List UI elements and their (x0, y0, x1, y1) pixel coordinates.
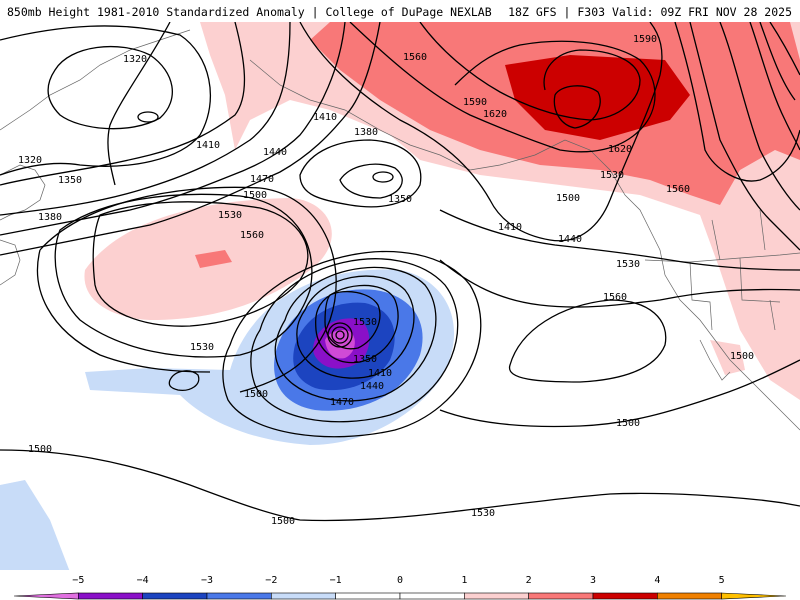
contour-label: 1320 (123, 54, 147, 65)
contour-label: 1500 (730, 351, 754, 362)
contour-label: 1530 (190, 342, 214, 353)
contour-label: 1560 (603, 292, 627, 303)
contour-label: 1350 (58, 175, 82, 186)
contour-label: 1590 (463, 97, 487, 108)
contour-label: 1530 (616, 259, 640, 270)
contour-label: 1530 (353, 317, 377, 328)
model-run-info: 18Z GFS | F303 Valid: 09Z FRI NOV 28 202… (508, 5, 792, 19)
contour-label: 1470 (250, 174, 274, 185)
contour-label: 1500 (243, 190, 267, 201)
anomaly-map: 1320 1320 1350 1380 1410 1410 1380 1350 1440 1470… (0, 22, 800, 570)
height-contours (0, 22, 800, 522)
colorbar-tick-label: −5 (72, 575, 85, 586)
anomaly-pos2-small (195, 250, 232, 268)
colorbar-segment (13, 592, 79, 600)
contour-label: 1500 (271, 516, 295, 527)
contour-labels: 1320 1320 1350 1380 1410 1410 1380 1350 1440 1470… (18, 34, 754, 527)
contour-label: 1590 (633, 34, 657, 45)
contour-label: 1440 (360, 381, 384, 392)
contour-label: 1410 (313, 112, 337, 123)
negative-anomaly-shading (0, 269, 455, 570)
colorbar-segment (721, 592, 787, 600)
colorbar-tick-label: 3 (589, 575, 597, 586)
colorbar-tick-labels: −5 −4 −3 −2 −1 0 1 2 3 4 5 (0, 575, 800, 589)
colorbar-segment (142, 592, 208, 600)
contour-label: 1500 (28, 444, 52, 455)
contour-label: 1350 (353, 354, 377, 365)
colorbar-segment (528, 592, 594, 600)
contour-label: 1620 (608, 144, 632, 155)
contour-label: 1560 (240, 230, 264, 241)
colorbar-tick-label: −1 (329, 575, 342, 586)
colorbar-tick-label: 0 (396, 575, 404, 586)
map-title: 850mb Height 1981-2010 Standardized Anom… (7, 5, 492, 19)
colorbar-segment (657, 592, 722, 600)
contour-label: 1500 (556, 193, 580, 204)
map-header: 850mb Height 1981-2010 Standardized Anom… (0, 0, 800, 22)
colorbar-segment (592, 592, 658, 600)
contour-label: 1530 (471, 508, 495, 519)
anomaly-neg1-south (0, 480, 70, 570)
colorbar-tick-label: 1 (461, 575, 468, 586)
contour-label: 1320 (18, 155, 42, 166)
contour-label: 1410 (498, 222, 522, 233)
contour-label: 1380 (354, 127, 378, 138)
contour-label: 1350 (388, 194, 412, 205)
contour-label: 1500 (616, 418, 640, 429)
colorbar-segment (206, 592, 272, 600)
contour-label: 1530 (600, 170, 624, 181)
colorbar-tick-label: −3 (200, 575, 214, 586)
colorbar-segment (399, 592, 465, 600)
colorbar-tick-label: −2 (265, 575, 278, 586)
contour-label: 1440 (558, 234, 582, 245)
contour-label: 1560 (666, 184, 690, 195)
anomaly-colorbar (13, 592, 787, 600)
contour-label: 1410 (368, 368, 392, 379)
colorbar-tick-label: 4 (654, 575, 661, 586)
contour-label: 1380 (38, 212, 62, 223)
colorbar-segment (335, 592, 401, 600)
colorbar-tick-label: 5 (718, 575, 725, 586)
colorbar-tick-label: 2 (525, 575, 532, 586)
colorbar-tick-label: −4 (136, 575, 149, 586)
colorbar-segment (78, 592, 143, 600)
contour-label: 1620 (483, 109, 507, 120)
colorbar-segment (464, 592, 529, 600)
contour-label: 1500 (244, 389, 268, 400)
contour-label: 1440 (263, 147, 287, 158)
contour-label: 1410 (196, 140, 220, 151)
contour-label: 1530 (218, 210, 242, 221)
colorbar-segment (271, 592, 336, 600)
contour-label: 1560 (403, 52, 427, 63)
contour-label: 1470 (330, 397, 354, 408)
coastlines (0, 29, 800, 431)
